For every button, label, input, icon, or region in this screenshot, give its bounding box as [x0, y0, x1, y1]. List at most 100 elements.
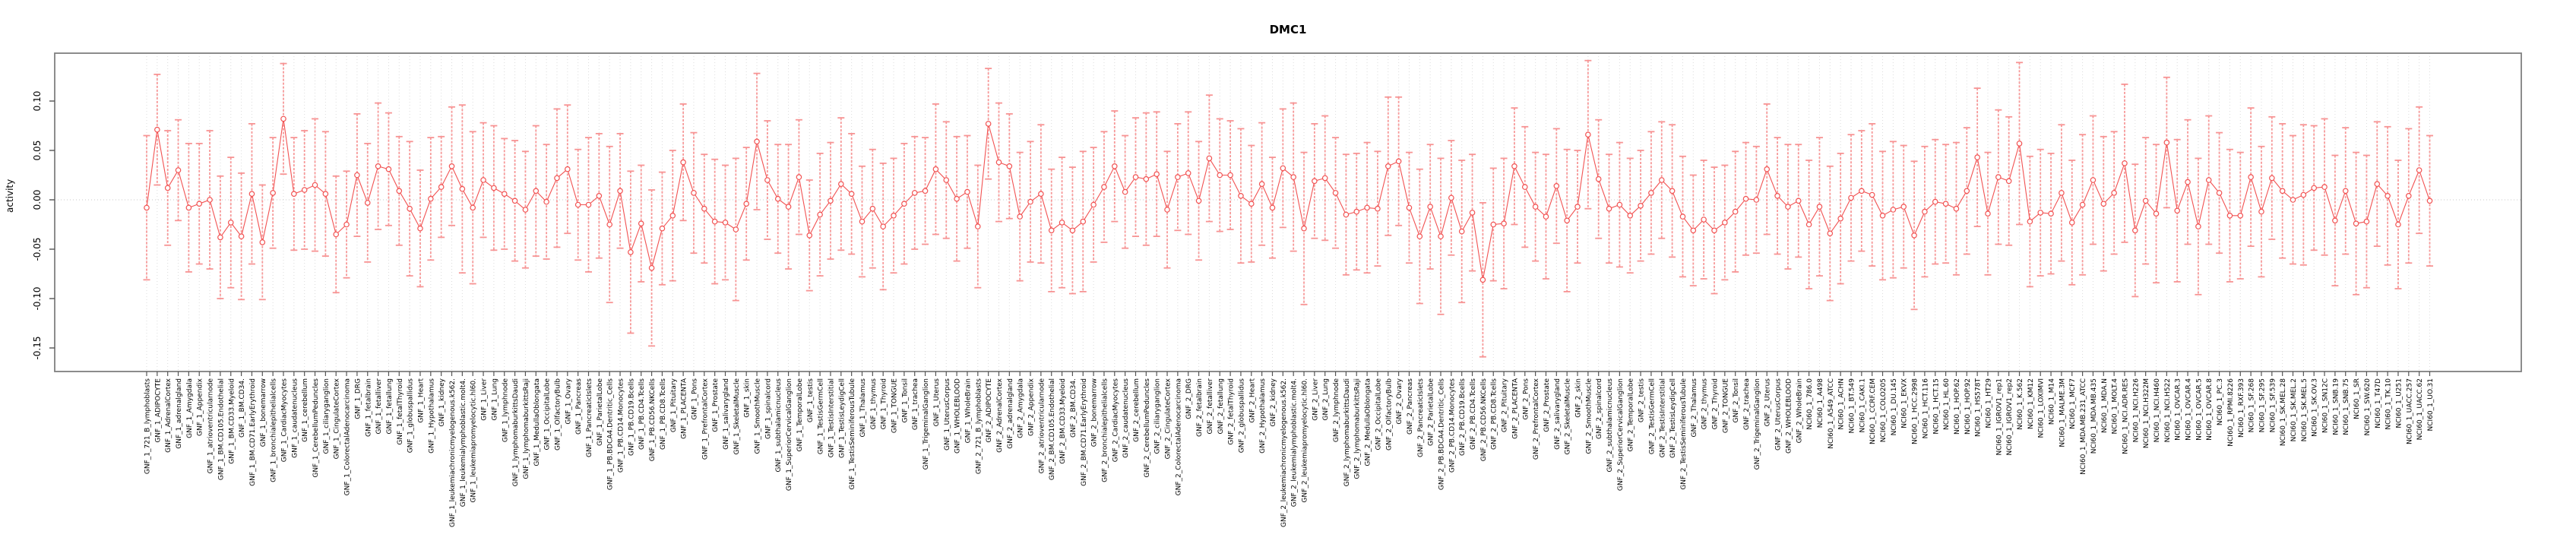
data-point [628, 249, 634, 255]
x-tick-label: NCI60_1_SK.MEL.28 [2280, 378, 2287, 446]
x-tick-label: GNF_2_PancreaticIslets [1417, 378, 1425, 457]
data-point [1501, 220, 1507, 227]
x-tick-label: NCI60_1_CCRF.CEM [1869, 378, 1877, 444]
x-tick-label: NCI60_1_HS578T [1975, 378, 1983, 438]
data-point [701, 205, 707, 212]
x-tick-label: GNF_1_ADIPOCYTE [154, 378, 162, 443]
data-point [817, 211, 823, 218]
x-tick-label: GNF_1_Prostate [712, 378, 720, 432]
x-tick-label: NCI60_1_NCI.H226 [2132, 378, 2140, 443]
x-tick-label: GNF_1_721_B_lymphoblasts [144, 378, 152, 474]
x-tick-label: GNF_2_TemporalLobe [1628, 378, 1635, 452]
data-point [2406, 192, 2412, 199]
data-point [1690, 227, 1697, 234]
data-point [343, 221, 350, 228]
x-tick-label: GNF_2_ciliaryganglion [1154, 378, 1162, 454]
data-point [1953, 205, 1960, 212]
data-point [364, 200, 371, 206]
data-point [1543, 213, 1549, 220]
data-point [901, 201, 907, 207]
data-point [1332, 190, 1339, 196]
x-tick-label: GNF_1_TONGUE [891, 378, 899, 433]
data-point [2332, 217, 2338, 224]
x-tick-label: NCI60_1_KM12 [2027, 378, 2035, 429]
x-tick-label: GNF_1_lymphomaburkittsRaji [523, 378, 530, 479]
data-point [954, 195, 960, 202]
data-point [2027, 218, 2033, 225]
data-point [164, 185, 171, 191]
data-point [2290, 197, 2296, 203]
x-tick-label: NCI60_1_SF.268 [2248, 378, 2256, 433]
data-point [669, 212, 676, 219]
x-tick-label: NCI60_1_LOXIMVI [2038, 378, 2046, 438]
x-tick-label: GNF_2_UterusCorpus [1775, 378, 1783, 451]
data-point [1458, 228, 1465, 235]
x-tick-label: GNF_1_Tonsil [901, 378, 909, 422]
data-point [533, 188, 540, 194]
x-tick-label: GNF_2_PB.CD8.Tcells [1491, 378, 1498, 450]
x-tick-label: GNF_1_WHOLEBLOOD [954, 378, 962, 454]
data-point [554, 175, 560, 182]
data-point [238, 233, 245, 239]
data-point [2090, 177, 2097, 183]
data-point [1974, 154, 1980, 160]
x-tick-label: GNF_1_Liver [481, 378, 489, 421]
data-point [2079, 201, 2086, 208]
x-tick-label: GNF_1_WholeBrain [964, 378, 972, 443]
x-tick-label: NCI60_1_MDA.N [2101, 378, 2109, 433]
x-tick-label: NCI60_1_SR [2353, 378, 2361, 419]
data-point [1185, 170, 1191, 176]
data-point [1732, 208, 1739, 215]
data-point [1080, 218, 1087, 225]
x-tick-label: GNF_2_CardiacMyocytes [1112, 378, 1119, 463]
data-point [2163, 139, 2170, 146]
data-point [606, 221, 613, 228]
x-tick-label: GNF_2_fetalThyroid [1228, 378, 1236, 445]
data-point [2216, 190, 2223, 196]
x-tick-label: NCI60_1_MOLT.4 [2112, 378, 2119, 435]
x-tick-label: GNF_1_fetallung [386, 378, 394, 434]
data-point [1375, 205, 1381, 212]
x-tick-label: NCI60_1_UACC.257 [2406, 378, 2413, 444]
data-point [891, 212, 897, 219]
data-point [774, 195, 781, 202]
x-tick-label: NCI60_1_IGROV1_rep2 [2006, 378, 2014, 456]
data-point [2037, 210, 2044, 216]
x-tick-label: GNF_1_BM.CD71.EarlyErythroid [249, 378, 257, 486]
data-point [1059, 220, 1065, 226]
x-tick-label: GNF_2_bronchialepithelialcells [1101, 378, 1109, 482]
x-tick-label: GNF_2_leukemiapromyelocytic.hl60. [1302, 378, 1309, 503]
x-tick-label: GNF_2_adrenalgland [1007, 378, 1014, 449]
x-tick-label: GNF_2_kidney [1270, 378, 1277, 426]
data-point [1879, 212, 1886, 219]
x-tick-label: GNF_2_lymphomaburkittsRaji [1354, 378, 1362, 479]
x-tick-label: GNF_1_adrenalgland [176, 378, 183, 449]
x-tick-label: GNF_2_SuperiorCervicalGanglion [1617, 378, 1625, 491]
data-point [2100, 201, 2107, 207]
x-tick-label: GNF_1_Pons [691, 378, 698, 420]
data-point [2132, 227, 2138, 234]
data-point [470, 204, 476, 211]
data-point [407, 205, 413, 212]
x-tick-label: GNF_1_BM.CD33.Myeloid [228, 378, 236, 464]
data-point [733, 226, 739, 232]
data-point [638, 220, 644, 227]
data-point [659, 225, 666, 232]
x-tick-label: NCI60_1_U251 [2395, 378, 2403, 428]
data-point [1090, 201, 1097, 208]
data-point [848, 191, 855, 198]
x-tick-label: GNF_1_caudatenucleus [291, 378, 299, 458]
data-point [185, 204, 192, 211]
x-tick-label: NCI60_1_NCI.H322M [2143, 378, 2150, 448]
x-tick-label: GNF_2_bonemarrow [1091, 378, 1099, 447]
x-tick-label: GNF_1_ciliaryganglion [323, 378, 331, 454]
data-point [1606, 205, 1612, 212]
data-point [1911, 232, 1917, 239]
data-point [2068, 220, 2075, 226]
data-point [428, 195, 434, 202]
x-tick-label: GNF_2_TestisInterstitial [1659, 378, 1666, 457]
x-tick-label: GNF_2_Uterus [1764, 378, 1772, 427]
data-point [522, 207, 529, 213]
x-tick-label: NCI60_1_HT29 [1985, 378, 1992, 428]
x-tick-label: GNF_2_Lung [1322, 378, 1330, 421]
